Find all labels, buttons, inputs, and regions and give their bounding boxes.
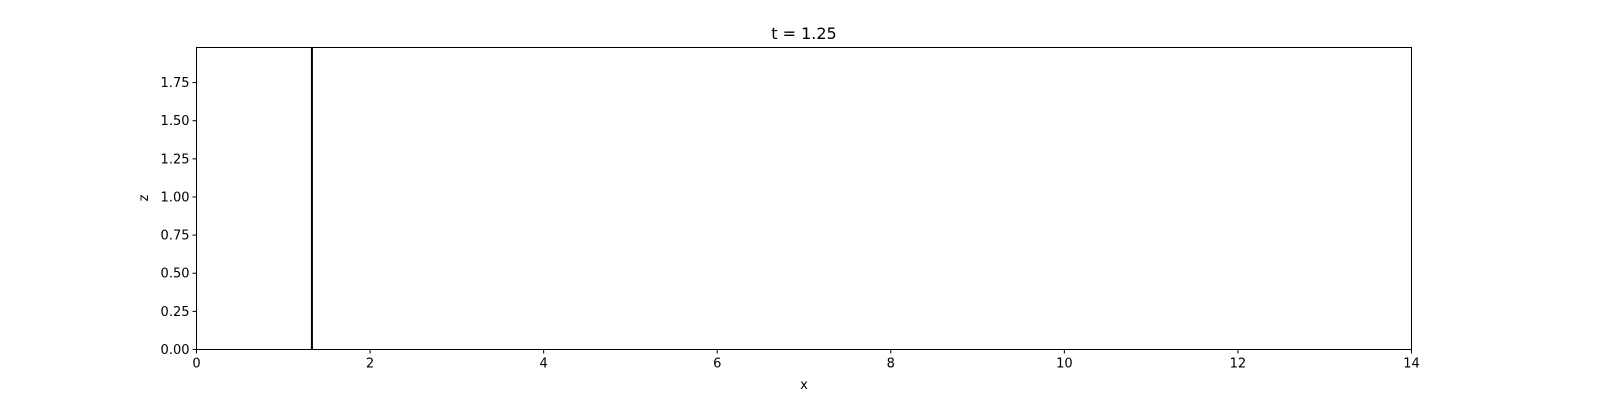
x-tick-label: 6 [713, 357, 721, 372]
axes-frame [196, 47, 1412, 350]
x-tick-label: 4 [540, 357, 548, 372]
x-axis: 0 2 4 6 8 10 12 14 [192, 349, 1420, 372]
x-axis-label: x [800, 378, 808, 393]
chart-title: t = 1.25 [771, 24, 836, 43]
y-axis: 0.00 0.25 0.50 0.75 1.00 1.25 1.50 1.75 [161, 76, 197, 358]
y-tick-label: 0.00 [161, 343, 190, 358]
x-tick-label: 10 [1056, 357, 1073, 372]
y-tick-label: 0.50 [161, 267, 190, 282]
x-tick-label: 14 [1403, 357, 1420, 372]
y-tick-label: 1.50 [161, 114, 190, 129]
y-tick-label: 0.75 [161, 229, 190, 244]
plot-area [196, 47, 1412, 350]
x-tick-label: 12 [1230, 357, 1247, 372]
y-tick-label: 1.25 [161, 152, 190, 167]
x-tick-label: 0 [192, 357, 200, 372]
y-tick-label: 0.25 [161, 305, 190, 320]
y-tick-label: 1.00 [161, 190, 190, 205]
y-axis-label: z [137, 194, 152, 201]
y-tick-label: 1.75 [161, 76, 190, 91]
x-tick-label: 8 [887, 357, 895, 372]
x-tick-label: 2 [366, 357, 374, 372]
